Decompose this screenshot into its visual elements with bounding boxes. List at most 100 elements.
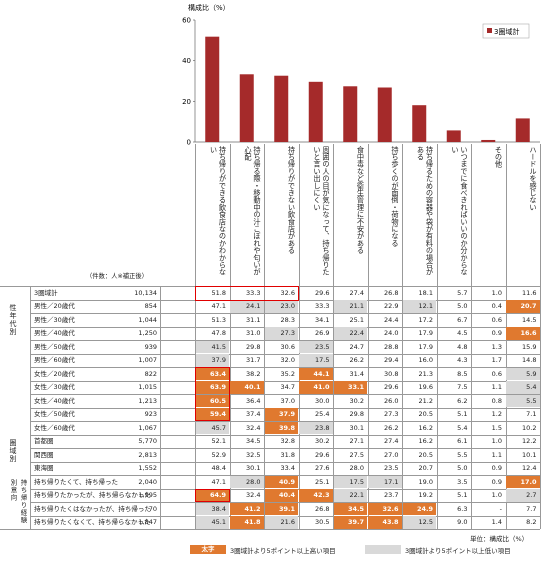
row-label: 首都圏 [34, 437, 54, 445]
table-cell: 27.1 [349, 437, 364, 445]
table-cell: 31.7 [246, 356, 261, 364]
table-cell: 20.7 [506, 300, 540, 313]
table-cell: 0.8 [491, 396, 502, 405]
row-count: 1,007 [138, 356, 157, 364]
table-cell: 23.5 [384, 464, 399, 472]
table-cell: 6.2 [457, 396, 468, 405]
row-divider [30, 448, 540, 449]
table-cell: 7.7 [526, 504, 537, 513]
table-cell: 28.0 [230, 475, 264, 488]
row-label: 男性／40歳代 [34, 329, 75, 337]
table-cell: 29.4 [384, 356, 399, 364]
row-divider [30, 475, 540, 476]
row-label: 3圏域計 [34, 288, 58, 297]
bar [481, 139, 496, 142]
row-label: 関西圏 [34, 450, 54, 459]
legend-high-swatch: 太字 [190, 545, 226, 554]
table-cell: 63.9 [195, 381, 229, 394]
table-cell: 22.9 [384, 302, 399, 310]
table-cell: 39.7 [333, 516, 367, 529]
column-divider [540, 144, 541, 529]
highlight-box-experience [195, 488, 230, 502]
table-cell: 24.9 [402, 502, 436, 515]
row-label: 持ち帰りたくて、持ち帰った [34, 477, 118, 486]
table-cell: 64.9 [195, 489, 229, 502]
row-divider [30, 299, 540, 301]
table-cell: 29.6 [315, 288, 330, 297]
table-cell: 35.2 [280, 369, 295, 378]
table-cell: 33.3 [315, 302, 330, 310]
row-count: 1,250 [138, 329, 157, 337]
bar [274, 75, 289, 142]
table-cell: 39.8 [264, 421, 298, 434]
row-divider [0, 529, 540, 530]
table-cell: 12.4 [522, 464, 537, 472]
table-cell: 34.5 [333, 502, 367, 515]
table-cell: 30.6 [280, 342, 295, 351]
row-count: 822 [144, 369, 157, 378]
table-cell: 44.1 [299, 367, 333, 380]
column-divider [471, 144, 472, 529]
table-cell: 5.1 [457, 491, 468, 499]
table-cell: 17.9 [418, 329, 433, 337]
table-cell: 20.7 [418, 464, 433, 472]
table-cell: 7.1 [526, 410, 537, 418]
table-cell: 29.6 [384, 383, 399, 391]
y-axis-title: 構成比（%） [188, 3, 230, 12]
row-label: 男性／20歳代 [34, 302, 75, 310]
table-cell: 10.2 [522, 423, 537, 432]
table-cell: 10.1 [522, 450, 537, 459]
table-cell: 31.1 [246, 315, 261, 324]
legend-label: 3圏域計 [494, 27, 519, 36]
row-divider [30, 434, 540, 436]
bar [343, 86, 358, 142]
bar [446, 130, 461, 142]
table-cell: 1.2 [491, 410, 502, 418]
table-cell: 33.1 [333, 381, 367, 394]
table-cell: 45.7 [195, 421, 229, 434]
table-cell: 29.6 [315, 450, 330, 459]
table-cell: 0.6 [491, 369, 502, 378]
table-cell: 16.2 [418, 437, 433, 445]
table-cell: 5.5 [457, 450, 468, 459]
table-cell: 1.1 [491, 450, 502, 459]
row-count: 923 [144, 410, 157, 418]
row-count: 854 [144, 302, 157, 310]
y-tick-label: 20 [182, 98, 191, 106]
legend-low-text: 3圏域計より5ポイント以上低い項目 [405, 547, 511, 555]
table-cell: 21.1 [333, 300, 367, 313]
table-cell: 2.7 [506, 489, 540, 502]
table-cell: 23.7 [384, 491, 399, 499]
table-cell: 23.0 [264, 300, 298, 313]
table-cell: 48.4 [211, 464, 226, 472]
table-cell: - [499, 504, 502, 513]
table-cell: 27.4 [349, 288, 364, 297]
table-cell: 33.4 [280, 464, 295, 472]
row-label: 女性／50歳代 [34, 410, 75, 418]
highlight-box-female [195, 367, 230, 421]
row-divider [30, 502, 540, 503]
table-cell: 26.0 [384, 396, 399, 405]
table-cell: 26.2 [349, 356, 364, 364]
table-cell: 31.0 [246, 329, 261, 337]
table-cell: 42.3 [299, 489, 333, 502]
table-cell: 11.6 [522, 288, 537, 297]
table-cell: 17.5 [299, 354, 333, 367]
table-cell: 40.4 [264, 489, 298, 502]
table-cell: 5.5 [506, 394, 540, 407]
table-cell: 34.1 [315, 315, 330, 324]
count-column-divider [160, 286, 161, 529]
row-label: 女性／30歳代 [34, 383, 75, 391]
table-cell: 28.3 [280, 315, 295, 324]
table-cell: 22.4 [333, 327, 367, 340]
table-cell: 51.8 [211, 288, 226, 297]
table-cell: 63.4 [195, 367, 229, 380]
table-cell: 27.6 [315, 464, 330, 472]
count-header: （件数：人※補正後） [86, 273, 148, 280]
row-divider [30, 488, 540, 490]
table-cell: 4.8 [457, 342, 468, 351]
table-cell: 20.5 [418, 450, 433, 459]
legend-swatch [487, 28, 492, 33]
table-cell: 25.4 [315, 410, 330, 418]
table-cell: 14.5 [522, 315, 537, 324]
